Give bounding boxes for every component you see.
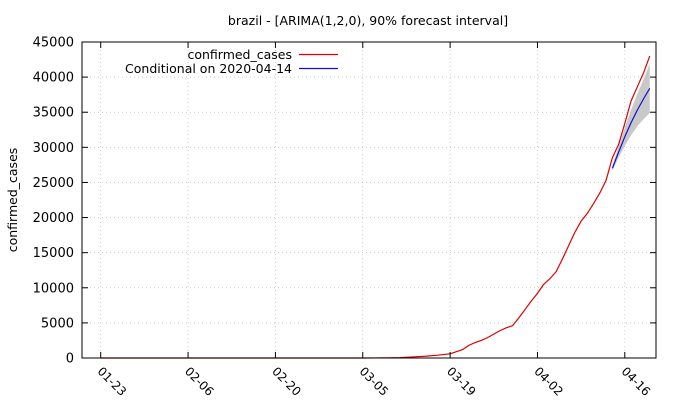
y-tick-label: 15000 [33, 246, 74, 261]
legend: confirmed_cases Conditional on 2020-04-1… [125, 47, 338, 76]
plot-frame [81, 41, 657, 359]
x-tick-label: 02-06 [182, 364, 217, 399]
axis-ticks: 0 5000 10000 15000 20000 25000 30000 35000 40000… [33, 36, 656, 399]
y-axis-label: confirmed_cases [5, 148, 20, 253]
x-tick-label: 03-05 [357, 364, 392, 399]
y-tick-label: 0 [66, 352, 74, 367]
y-tick-label: 25000 [33, 176, 74, 191]
y-tick-label: 5000 [41, 316, 74, 331]
y-tick-label: 20000 [33, 211, 74, 226]
series-line-confirmed-cases [100, 55, 651, 359]
y-tick-label: 30000 [33, 141, 74, 156]
x-tick-label: 04-16 [619, 364, 654, 399]
y-tick-label: 35000 [33, 106, 74, 121]
y-tick-label: 45000 [33, 36, 74, 51]
x-tick-label: 04-02 [531, 364, 566, 399]
y-tick-label: 10000 [33, 281, 74, 296]
y-tick-label: 40000 [33, 71, 74, 86]
x-tick-label: 03-19 [444, 364, 479, 399]
series-lines [100, 55, 651, 359]
x-tick-label: 01-23 [95, 364, 130, 399]
legend-label-conditional: Conditional on 2020-04-14 [125, 61, 292, 76]
series-line-conditional [611, 88, 651, 169]
x-tick-label: 02-20 [269, 364, 304, 399]
grid-lines [82, 42, 656, 358]
chart-title: brazil - [ARIMA(1,2,0), 90% forecast int… [228, 13, 508, 28]
legend-label-confirmed-cases: confirmed_cases [187, 47, 292, 62]
